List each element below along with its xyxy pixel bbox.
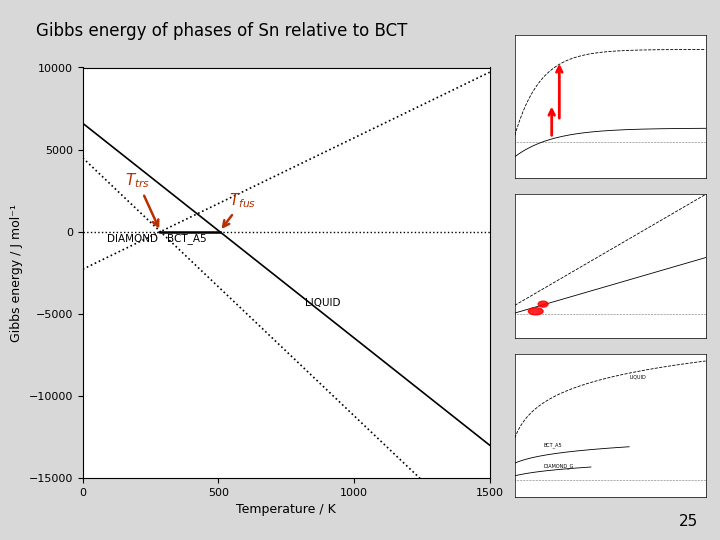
Text: DIAMOND: DIAMOND (107, 233, 158, 244)
Ellipse shape (528, 308, 543, 315)
Text: BCT_A5: BCT_A5 (544, 442, 562, 448)
Text: 25: 25 (679, 514, 698, 529)
Ellipse shape (538, 301, 548, 307)
Text: LIQUID: LIQUID (629, 375, 646, 380)
Text: LIQUID: LIQUID (305, 298, 341, 308)
Text: Gibbs energy of phases of Sn relative to BCT: Gibbs energy of phases of Sn relative to… (36, 22, 408, 39)
Text: $T_{trs}$: $T_{trs}$ (125, 172, 158, 226)
Y-axis label: Gibbs energy / J mol⁻¹: Gibbs energy / J mol⁻¹ (10, 204, 23, 342)
Text: $T_{fus}$: $T_{fus}$ (223, 191, 256, 227)
Text: DIAMOND_G: DIAMOND_G (544, 463, 574, 469)
X-axis label: Temperature / K: Temperature / K (236, 503, 336, 516)
Text: BCT_A5: BCT_A5 (167, 233, 207, 245)
